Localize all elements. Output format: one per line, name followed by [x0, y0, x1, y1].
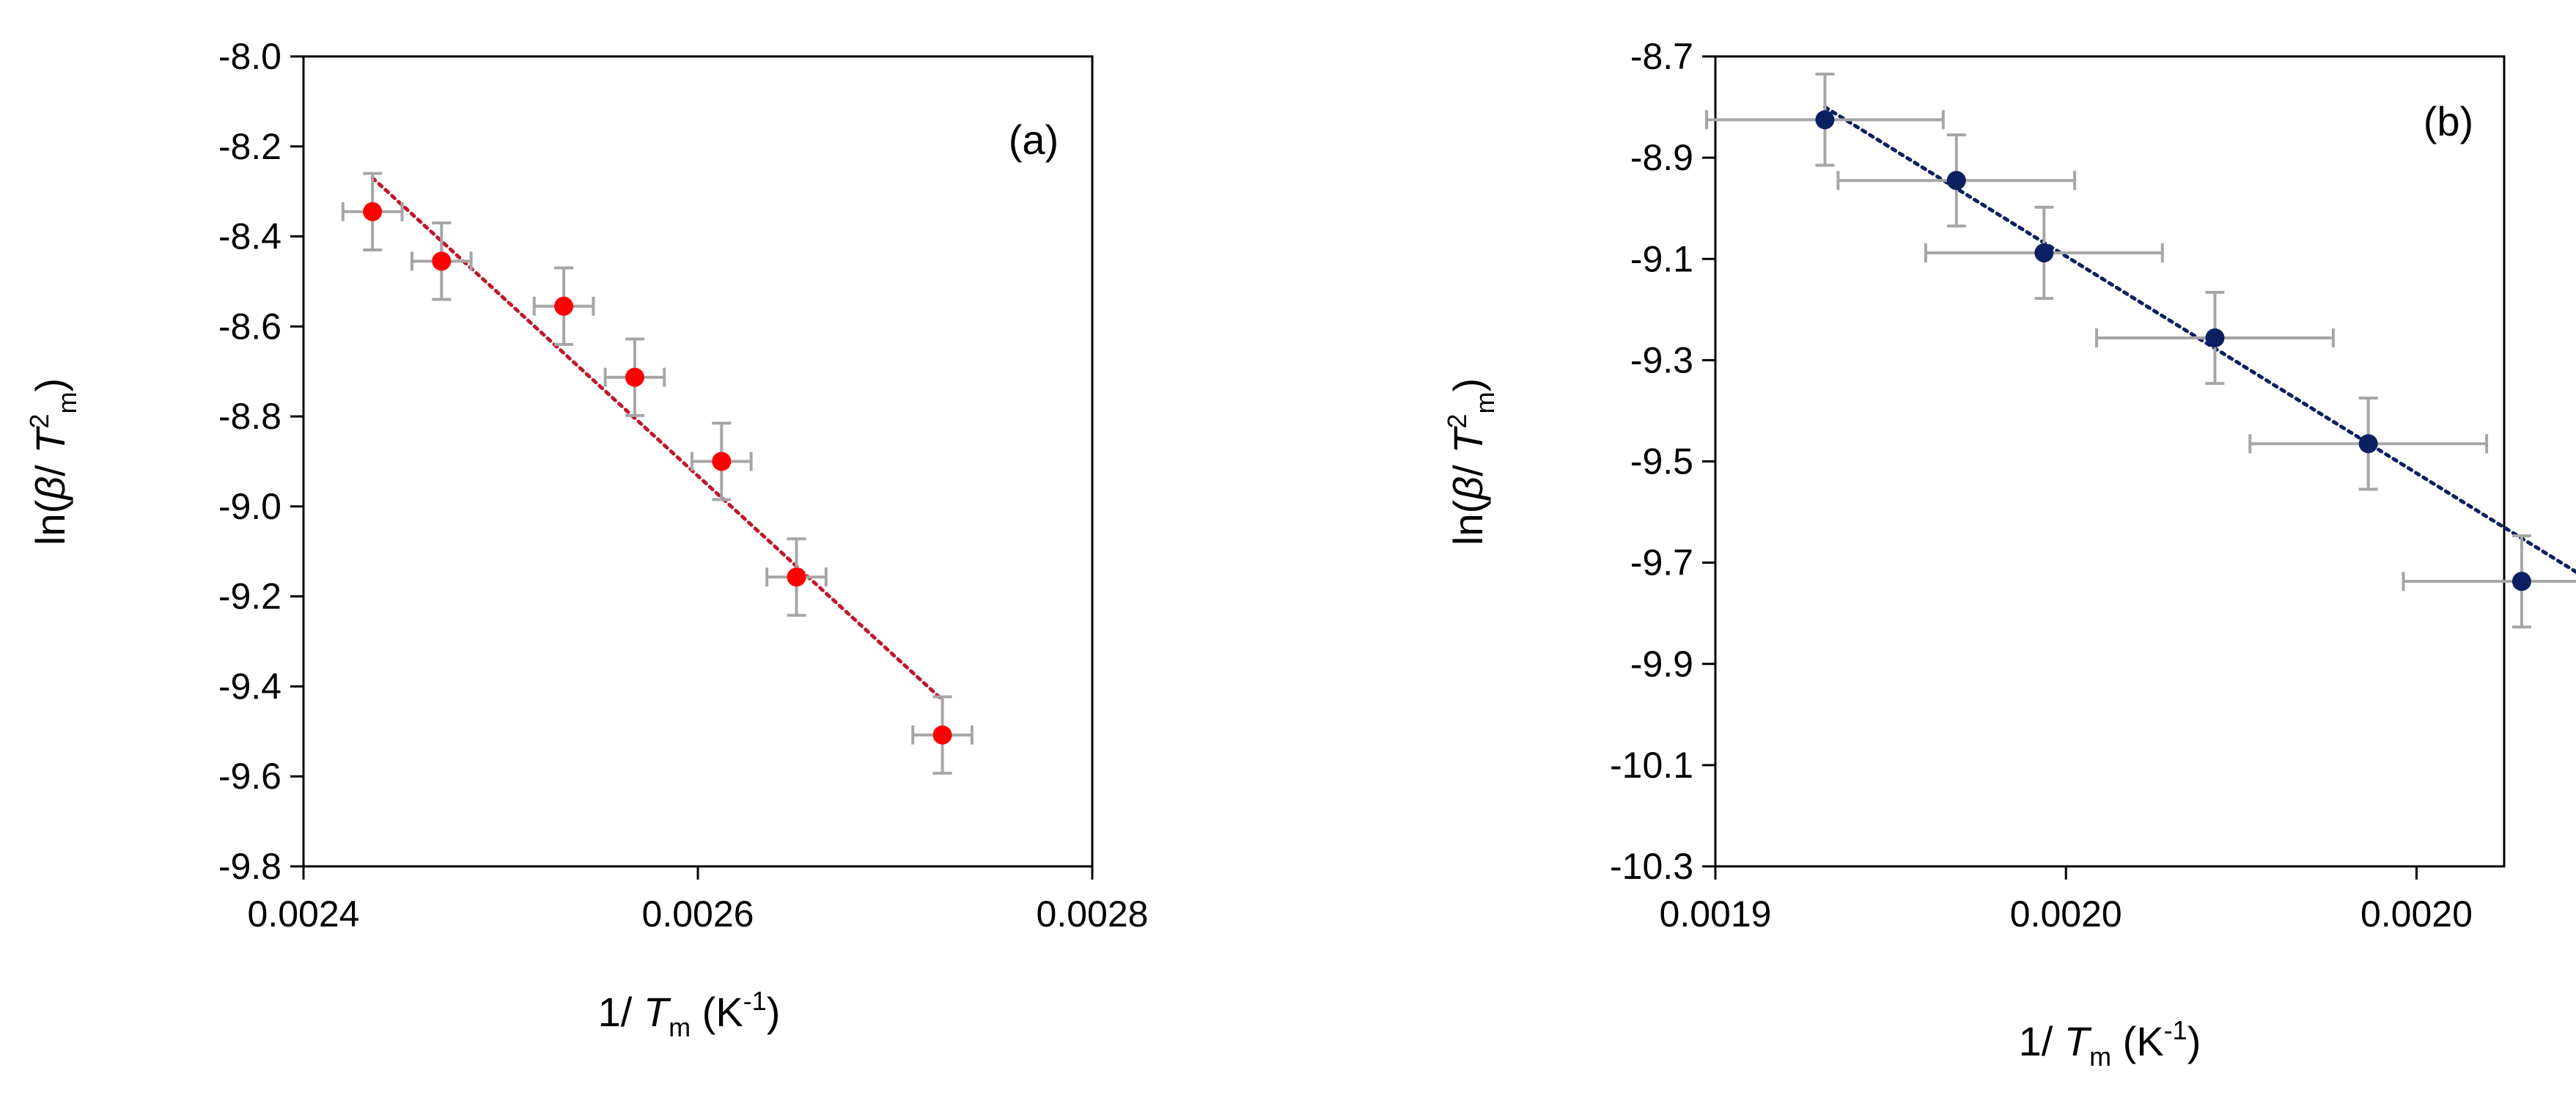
y-tick-label-a-1: -8.2 — [218, 126, 281, 167]
chart-panel-a: (a) -8.0 -8.2 -8.4 -8.6 -8.8 -9.0 -9.2 -9.4 -9.6… — [24, 36, 1148, 1042]
y-tick-label-b-7: -10.1 — [1610, 745, 1693, 786]
x-title-unit-close: ) — [767, 989, 781, 1035]
data-point-b-5 — [2511, 572, 2531, 592]
y-tick-label-b-3: -9.3 — [1630, 339, 1693, 380]
y-title-prefix: ln( — [27, 500, 73, 546]
x-tick-label-b-2: 0.0020 — [2360, 893, 2473, 935]
data-points-b — [1815, 110, 2531, 592]
y-tick-label-a-5: -9.0 — [218, 486, 281, 527]
trendline-b-line — [1822, 105, 2576, 575]
trendline-b — [1822, 105, 2576, 575]
data-points-a — [363, 202, 952, 745]
y-tick-label-b-5: -9.7 — [1630, 542, 1693, 583]
x-tick-label-b-1: 0.0020 — [2010, 893, 2122, 935]
panel-label-b: (b) — [2424, 98, 2473, 144]
x-title-unit-sup: -1 — [743, 986, 767, 1016]
y-tick-label-b-0: -8.7 — [1630, 36, 1693, 77]
x-axis-title-a: 1/ Tm (K-1) — [598, 986, 781, 1042]
y-axis-title-a: ln(β/ T2m) — [24, 378, 82, 545]
y-tick-label-a-6: -9.2 — [218, 576, 281, 617]
data-point-a-3 — [625, 367, 644, 387]
y-title-T: T — [27, 426, 73, 454]
x-tick-label-a-2: 0.0028 — [1037, 893, 1149, 935]
x-title-sub: m — [2089, 1042, 2111, 1072]
x-title-unit-close: ) — [2187, 1018, 2201, 1064]
y-axis-title-b: ln(β/ T2m) — [1442, 378, 1500, 545]
x-title-unit-open: (K — [691, 989, 743, 1035]
data-point-b-2 — [2034, 243, 2054, 262]
data-point-b-0 — [1815, 110, 1835, 130]
y-tick-label-b-4: -9.5 — [1630, 441, 1693, 482]
trendline-a — [370, 176, 945, 702]
data-point-a-6 — [932, 725, 952, 745]
x-title-sub: m — [669, 1012, 691, 1042]
x-tick-label-b-0: 0.0019 — [1660, 893, 1772, 935]
x-axis-ticks-a: 0.0024 0.0026 0.0028 — [248, 866, 1149, 935]
y-tick-label-b-8: -10.3 — [1610, 846, 1693, 887]
y-title-beta: β — [27, 476, 73, 501]
y-title-suffix: ) — [1445, 378, 1491, 392]
y-tick-label-a-7: -9.4 — [218, 666, 281, 707]
y-title-sub: m — [1470, 392, 1500, 414]
y-title-sup: 2 — [1442, 414, 1472, 429]
x-title-unit-open: (K — [2111, 1018, 2164, 1064]
x-axis-ticks-b: 0.0019 0.0020 0.0020 — [1660, 866, 2473, 935]
y-title-slash: / — [1445, 454, 1491, 476]
x-tick-label-a-1: 0.0026 — [642, 893, 754, 935]
x-tick-label-a-0: 0.0024 — [248, 893, 360, 935]
y-tick-label-a-4: -8.8 — [218, 396, 281, 437]
y-tick-label-b-1: -8.9 — [1630, 137, 1693, 178]
y-axis-ticks-a: -8.0 -8.2 -8.4 -8.6 -8.8 -9.0 -9.2 -9.4 -9.6 -9.8 — [218, 36, 303, 887]
data-point-a-2 — [554, 296, 574, 316]
y-title-T: T — [1445, 426, 1491, 454]
panel-label-a: (a) — [1009, 117, 1059, 163]
y-title-beta: β — [1445, 476, 1491, 501]
data-point-a-5 — [787, 567, 806, 587]
data-point-a-4 — [712, 452, 732, 471]
x-title-prefix: 1/ — [2019, 1018, 2064, 1064]
y-tick-label-b-6: -9.9 — [1630, 644, 1693, 685]
y-title-sub: m — [52, 392, 82, 414]
data-point-a-1 — [432, 251, 452, 271]
data-point-a-0 — [363, 202, 383, 221]
y-tick-label-a-8: -9.6 — [218, 756, 281, 797]
data-point-b-1 — [1946, 171, 1966, 191]
y-title-suffix: ) — [27, 378, 73, 392]
data-point-b-4 — [2358, 434, 2378, 454]
y-tick-label-a-3: -8.6 — [218, 306, 281, 347]
x-title-T: T — [2064, 1018, 2092, 1064]
chart-panel-b: (b) -8.7-8.9-9.1-9.3-9.5-9.7-9.9-10.1-10… — [1442, 36, 2576, 1072]
x-title-prefix: 1/ — [598, 989, 644, 1035]
y-tick-label-a-0: -8.0 — [218, 36, 281, 77]
y-title-prefix: ln( — [1445, 500, 1491, 546]
x-axis-title-b: 1/ Tm (K-1) — [2019, 1015, 2201, 1072]
data-point-b-3 — [2205, 328, 2225, 347]
y-title-sup: 2 — [24, 414, 54, 429]
trendline-a-line — [370, 176, 945, 702]
x-title-unit-sup: -1 — [2164, 1015, 2187, 1045]
y-tick-label-a-2: -8.4 — [218, 216, 281, 257]
y-axis-ticks-b: -8.7 -8.9 -9.1 -9.3 -9.5 -9.7 -9.9 -10.1 -10.3 — [1610, 36, 1715, 887]
x-title-T: T — [644, 989, 671, 1035]
y-title-slash: / — [27, 454, 73, 476]
plot-area-b — [1714, 55, 2506, 868]
y-tick-label-a-9: -9.8 — [218, 846, 281, 887]
y-tick-label-b-2: -9.1 — [1630, 238, 1693, 279]
